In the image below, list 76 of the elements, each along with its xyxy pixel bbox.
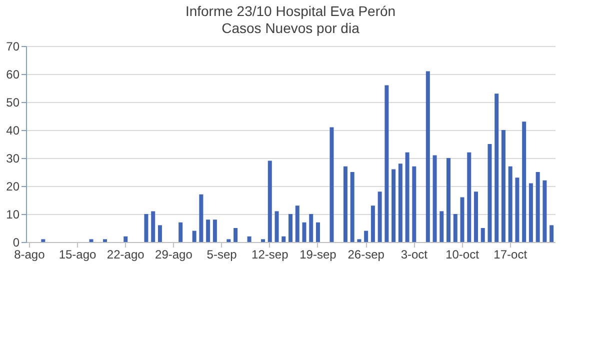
bar: [528, 183, 533, 242]
x-tick-label: 8-ago: [14, 248, 46, 262]
y-tick-label: 0: [12, 236, 20, 250]
y-tick-label: 10: [6, 208, 20, 222]
bar: [261, 239, 266, 242]
bar: [460, 197, 464, 242]
bar: [124, 236, 128, 242]
bar: [453, 214, 458, 242]
bar: [501, 130, 506, 242]
bar: [467, 152, 472, 242]
bar: [550, 225, 554, 242]
bar: [440, 211, 444, 242]
bar: [392, 169, 396, 242]
bar: [192, 230, 196, 242]
bar: [206, 220, 210, 242]
x-tick-label: 17-oct: [494, 248, 528, 262]
bar: [178, 222, 183, 242]
bar: [405, 152, 410, 242]
bar: [412, 166, 416, 242]
x-tick-label: 26-sep: [348, 248, 385, 262]
x-tick-label: 19-sep: [300, 248, 337, 262]
bar: [474, 192, 478, 242]
bar: [282, 236, 286, 242]
chart-title: Informe 23/10 Hospital Eva Perón: [185, 3, 396, 19]
bar: [151, 211, 156, 242]
x-tick-label: 5-sep: [206, 248, 238, 262]
x-tick-label: 29-ago: [155, 248, 193, 262]
y-tick-label: 70: [6, 40, 20, 54]
chart-subtitle: Casos Nuevos por dia: [222, 20, 360, 36]
bar: [384, 85, 389, 242]
bar: [302, 222, 306, 242]
bar: [364, 230, 368, 242]
bar: [309, 214, 314, 242]
y-tick-label: 60: [6, 68, 20, 82]
bar: [426, 71, 430, 242]
bar: [508, 166, 512, 242]
bar: [370, 206, 375, 242]
x-tick-label: 15-ago: [58, 248, 97, 262]
bar: [330, 127, 334, 242]
x-tick-label: 22-ago: [106, 248, 145, 262]
bar: [357, 239, 362, 242]
bar: [446, 158, 451, 242]
bar: [432, 155, 437, 242]
bar: [488, 144, 492, 242]
bar: [199, 194, 204, 242]
y-tick-label: 30: [6, 152, 20, 166]
y-tick-label: 20: [6, 180, 20, 194]
y-tick-label: 50: [6, 96, 20, 110]
bar: [343, 166, 348, 242]
bar: [480, 228, 485, 242]
bar: [288, 214, 292, 242]
bar: [350, 172, 354, 242]
bar: [295, 206, 300, 242]
x-tick-label: 12-sep: [252, 248, 289, 262]
bar: [515, 178, 520, 242]
x-tick-label: 3-oct: [400, 248, 428, 262]
bar: [268, 160, 272, 242]
bar: [103, 239, 108, 242]
bar: [212, 220, 217, 242]
bar: [41, 239, 46, 242]
bar: [398, 164, 402, 242]
x-tick-label: 10-oct: [446, 248, 480, 262]
bar: [316, 222, 320, 242]
bar: [378, 192, 382, 242]
bar: [494, 94, 499, 242]
bar: [226, 239, 231, 242]
bar: [542, 180, 547, 242]
bar: [144, 214, 148, 242]
bar: [247, 236, 252, 242]
bar: [158, 225, 162, 242]
bar: [234, 228, 238, 242]
y-tick-label: 40: [6, 124, 20, 138]
bar: [89, 239, 94, 242]
bar: [274, 211, 279, 242]
bar: [522, 122, 526, 242]
bar: [536, 172, 540, 242]
